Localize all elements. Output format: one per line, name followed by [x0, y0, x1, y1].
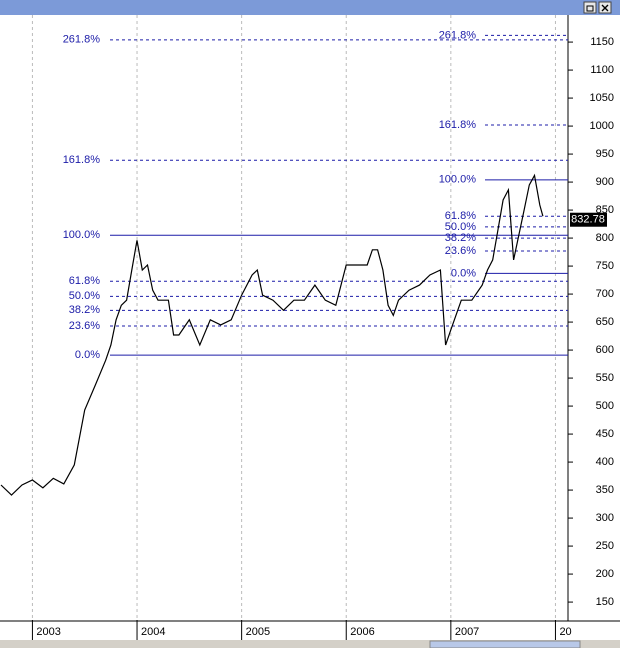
fib-label: 61.8% [445, 210, 476, 222]
y-tick-label: 150 [596, 596, 614, 608]
last-price-label: 832.78 [571, 214, 605, 226]
y-tick-label: 800 [596, 232, 614, 244]
y-tick-label: 200 [596, 568, 614, 580]
fib-label: 61.8% [69, 275, 100, 287]
fib-label: 50.0% [69, 290, 100, 302]
title-bar [0, 0, 620, 15]
fib-label: 23.6% [69, 320, 100, 332]
fib-label: 161.8% [439, 119, 477, 131]
y-tick-label: 750 [596, 260, 614, 272]
fib-label: 100.0% [63, 229, 101, 241]
y-tick-label: 400 [596, 456, 614, 468]
y-tick-label: 600 [596, 344, 614, 356]
close-icon [601, 4, 609, 12]
fib-label: 100.0% [439, 174, 477, 186]
x-tick-label: 2004 [141, 626, 165, 638]
y-tick-label: 300 [596, 512, 614, 524]
price-line [0, 173, 544, 496]
fib-label: 38.2% [445, 232, 476, 244]
scroll-thumb[interactable] [429, 640, 581, 648]
restore-icon [586, 5, 594, 12]
x-tick-label: 2006 [350, 626, 374, 638]
y-tick-label: 250 [596, 540, 614, 552]
fib-label: 261.8% [63, 34, 101, 46]
fib-label: 0.0% [75, 349, 100, 361]
y-tick-label: 650 [596, 316, 614, 328]
y-tick-label: 1050 [590, 92, 614, 104]
fib-label: 0.0% [451, 267, 476, 279]
x-tick-label: 2003 [36, 626, 60, 638]
y-tick-label: 450 [596, 428, 614, 440]
fib-label: 50.0% [445, 221, 476, 233]
fib-label: 38.2% [69, 304, 100, 316]
y-tick-label: 1100 [590, 64, 614, 76]
y-tick-label: 350 [596, 484, 614, 496]
fib-label: 23.6% [445, 245, 476, 257]
x-tick-label: 2007 [455, 626, 479, 638]
x-tick-label: 20 [559, 626, 571, 638]
y-tick-label: 900 [596, 176, 614, 188]
x-tick-label: 2005 [246, 626, 270, 638]
y-tick-label: 700 [596, 288, 614, 300]
scrollbar [0, 640, 620, 648]
y-tick-label: 550 [596, 372, 614, 384]
y-tick-label: 500 [596, 400, 614, 412]
last-price-box [570, 212, 607, 227]
fib-label: 261.8% [439, 29, 477, 41]
restore-button[interactable] [583, 1, 597, 14]
y-tick-label: 950 [596, 148, 614, 160]
fib-label: 161.8% [63, 154, 101, 166]
y-tick-label: 1000 [590, 120, 614, 132]
y-tick-label: 1150 [590, 36, 614, 48]
